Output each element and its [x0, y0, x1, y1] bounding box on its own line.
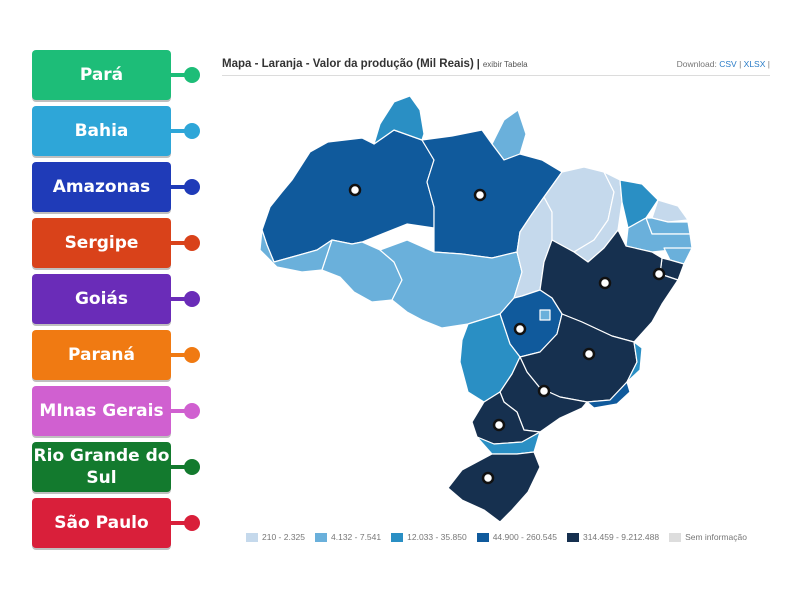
download-csv-link[interactable]: CSV [719, 59, 737, 69]
legend-item: 4.132 - 7.541 [315, 532, 381, 542]
connector-goias [171, 297, 193, 301]
legend-label: 4.132 - 7.541 [331, 532, 382, 542]
drag-handle-rio-grande-do-sul[interactable] [184, 459, 200, 475]
label-tile-sao-paulo[interactable]: São Paulo [32, 498, 171, 548]
state-roraima [373, 95, 425, 145]
legend-label: Sem informação [685, 532, 747, 542]
download-label: Download: [676, 59, 717, 69]
drag-handle-amazonas[interactable] [184, 179, 200, 195]
label-tile-goias[interactable]: Goiás [32, 274, 171, 324]
connector-parana [171, 353, 193, 357]
drop-target-amazonas[interactable] [348, 183, 362, 197]
drop-target-goias[interactable] [513, 322, 527, 336]
legend-label: 44.900 - 260.545 [492, 532, 557, 542]
answer-labels: Pará Bahia Amazonas Sergipe Goiás Paraná… [0, 0, 210, 600]
drag-handle-sergipe[interactable] [184, 235, 200, 251]
drop-target-para[interactable] [473, 188, 487, 202]
legend-swatch [391, 532, 404, 542]
map-title: Mapa - Laranja - Valor da produção (Mil … [222, 58, 474, 70]
state-distrito-federal [539, 309, 551, 321]
connector-amazonas [171, 185, 193, 189]
download-separator-1: | [739, 59, 742, 69]
state-rio-grande-do-norte [651, 199, 689, 223]
state-rio-grande-do-sul [447, 451, 541, 523]
drop-target-bahia[interactable] [598, 276, 612, 290]
label-tile-bahia[interactable]: Bahia [32, 106, 171, 156]
drop-target-sao-paulo[interactable] [537, 384, 551, 398]
legend-swatch [566, 532, 579, 542]
connector-sergipe [171, 241, 193, 245]
connector-rio-grande-do-sul [171, 465, 193, 469]
drop-target-rio-grande-do-sul[interactable] [481, 471, 495, 485]
legend-item: Sem informação [669, 532, 747, 542]
drag-handle-parana[interactable] [184, 347, 200, 363]
label-tile-rio-grande-do-sul[interactable]: Rio Grande do Sul [32, 442, 171, 492]
legend-item: 210 - 2.325 [246, 532, 305, 542]
drag-handle-goias[interactable] [184, 291, 200, 307]
connector-bahia [171, 129, 193, 133]
map-title-row: Mapa - Laranja - Valor da produção (Mil … [222, 58, 770, 76]
label-tile-amazonas[interactable]: Amazonas [32, 162, 171, 212]
legend-item: 44.900 - 260.545 [476, 532, 557, 542]
show-table-link[interactable]: exibir Tabela [482, 60, 528, 69]
drop-target-sergipe[interactable] [652, 267, 666, 281]
map-legend: 210 - 2.325 4.132 - 7.541 12.033 - 35.85… [246, 530, 747, 544]
drag-handle-bahia[interactable] [184, 123, 200, 139]
connector-minas-gerais [171, 409, 193, 413]
brazil-map [259, 95, 693, 523]
drop-target-minas-gerais[interactable] [582, 347, 596, 361]
drag-handle-minas-gerais[interactable] [184, 403, 200, 419]
download-separator-2: | [767, 59, 770, 69]
download-links: Download: CSV | XLSX | [677, 59, 770, 69]
download-xlsx-link[interactable]: XLSX [743, 59, 766, 69]
title-divider [222, 75, 770, 76]
label-tile-minas-gerais[interactable]: MInas Gerais [32, 386, 171, 436]
connector-sao-paulo [171, 521, 193, 525]
label-tile-sergipe[interactable]: Sergipe [32, 218, 171, 268]
map-panel: Mapa - Laranja - Valor da produção (Mil … [222, 52, 770, 552]
title-separator: | [476, 58, 480, 70]
legend-label: 12.033 - 35.850 [407, 532, 467, 542]
drop-target-parana[interactable] [492, 418, 506, 432]
state-rio-de-janeiro [586, 381, 631, 409]
legend-swatch [669, 532, 682, 542]
legend-swatch [315, 532, 328, 542]
legend-swatch [246, 532, 258, 542]
legend-label: 314.459 - 9.212.488 [582, 532, 660, 542]
legend-swatch [476, 532, 489, 542]
label-tile-parana[interactable]: Paraná [32, 330, 171, 380]
legend-item: 314.459 - 9.212.488 [566, 532, 660, 542]
state-espirito-santo [626, 341, 643, 383]
legend-item: 12.033 - 35.850 [391, 532, 467, 542]
label-tile-para[interactable]: Pará [32, 50, 171, 100]
legend-label: 210 - 2.325 [262, 532, 306, 542]
drag-handle-sao-paulo[interactable] [184, 515, 200, 531]
drag-handle-para[interactable] [184, 67, 200, 83]
connector-para [171, 73, 193, 77]
